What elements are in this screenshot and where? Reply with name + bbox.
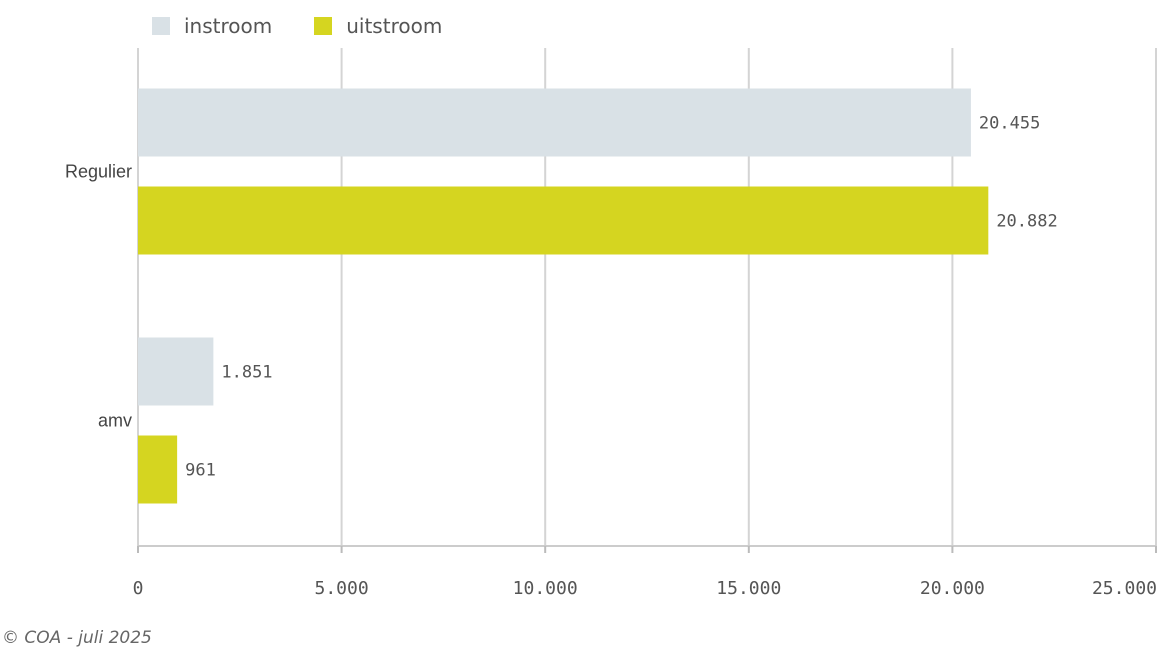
x-tick-label: 20.000 (920, 578, 985, 599)
bar-instroom (138, 88, 971, 157)
category-label: amv (98, 411, 132, 431)
x-tick-label: 25.000 (1092, 578, 1157, 599)
legend-label-instroom: instroom (184, 14, 273, 38)
x-tick-label: 0 (133, 578, 144, 599)
data-label: 1.851 (221, 363, 272, 383)
x-tick-label: 15.000 (716, 578, 781, 599)
bar-uitstroom (138, 435, 178, 504)
data-label: 20.882 (996, 212, 1057, 232)
x-tick-label: 10.000 (513, 578, 578, 599)
bar-instroom (138, 337, 214, 406)
legend-swatch-instroom (152, 17, 170, 35)
copyright-footer: © COA - juli 2025 (2, 628, 152, 648)
legend-swatch-uitstroom (314, 17, 333, 35)
chart-legend: instroom uitstroom (152, 14, 484, 38)
bar-uitstroom (138, 186, 989, 255)
data-label: 961 (185, 461, 216, 481)
x-tick-label: 5.000 (315, 578, 369, 599)
data-label: 20.455 (979, 114, 1040, 134)
legend-label-uitstroom: uitstroom (346, 14, 443, 38)
legend-item-uitstroom: uitstroom (314, 14, 442, 38)
category-label: Regulier (65, 162, 132, 182)
legend-item-instroom: instroom (152, 14, 272, 38)
